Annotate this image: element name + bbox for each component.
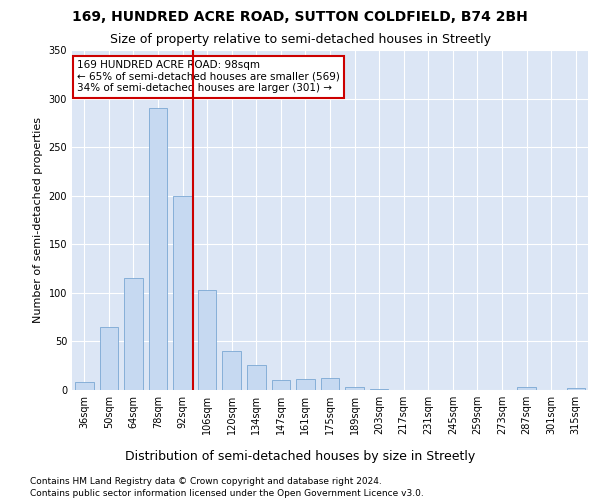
Text: Size of property relative to semi-detached houses in Streetly: Size of property relative to semi-detach… — [110, 32, 491, 46]
Y-axis label: Number of semi-detached properties: Number of semi-detached properties — [33, 117, 43, 323]
Bar — [198, 290, 217, 390]
Bar — [75, 382, 94, 390]
Bar — [346, 387, 364, 390]
Bar — [370, 389, 388, 390]
Text: Distribution of semi-detached houses by size in Streetly: Distribution of semi-detached houses by … — [125, 450, 475, 463]
Bar — [272, 380, 290, 390]
Bar — [100, 327, 118, 390]
Text: 169, HUNDRED ACRE ROAD, SUTTON COLDFIELD, B74 2BH: 169, HUNDRED ACRE ROAD, SUTTON COLDFIELD… — [72, 10, 528, 24]
Text: 169 HUNDRED ACRE ROAD: 98sqm
← 65% of semi-detached houses are smaller (569)
34%: 169 HUNDRED ACRE ROAD: 98sqm ← 65% of se… — [77, 60, 340, 94]
Bar — [149, 108, 167, 390]
Text: Contains public sector information licensed under the Open Government Licence v3: Contains public sector information licen… — [30, 489, 424, 498]
Text: Contains HM Land Registry data © Crown copyright and database right 2024.: Contains HM Land Registry data © Crown c… — [30, 478, 382, 486]
Bar — [296, 380, 314, 390]
Bar — [223, 351, 241, 390]
Bar — [566, 388, 585, 390]
Bar — [517, 387, 536, 390]
Bar — [321, 378, 339, 390]
Bar — [247, 364, 265, 390]
Bar — [173, 196, 192, 390]
Bar — [124, 278, 143, 390]
